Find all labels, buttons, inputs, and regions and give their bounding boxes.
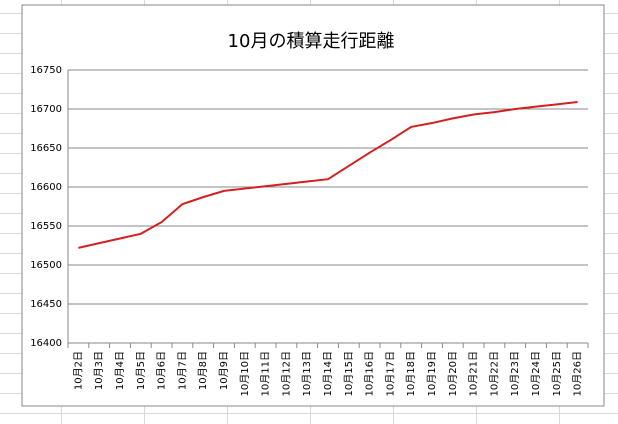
x-tick-label: 10月6日 [156,351,168,390]
x-tick-label: 10月13日 [301,351,313,396]
x-tick-label: 10月9日 [218,351,230,390]
y-tick-label: 16450 [30,299,62,310]
chart-title: 10月の積算走行距離 [228,31,395,52]
y-tick-label: 16500 [30,260,62,271]
y-tick-label: 16750 [30,65,62,76]
chart-area [21,4,605,407]
x-tick-label: 10月2日 [72,351,84,390]
y-tick-label: 16600 [30,182,62,193]
x-tick-label: 10月18日 [405,351,417,396]
x-tick-label: 10月16日 [364,351,376,396]
x-tick-label: 10月14日 [322,351,334,396]
x-tick-label: 10月24日 [530,351,542,396]
x-tick-label: 10月19日 [426,351,438,396]
x-tick-label: 10月5日 [135,351,147,390]
data-line [78,100,578,249]
x-tick-label: 10月3日 [93,351,105,390]
x-tick-label: 10月20日 [447,351,459,396]
x-tick-label: 10月17日 [384,351,396,396]
x-tick-label: 10月11日 [260,351,272,396]
x-tick-label: 10月8日 [197,351,209,390]
x-tick-label: 10月10日 [239,351,251,396]
x-tick-label: 10月12日 [280,351,292,396]
x-tick-label: 10月15日 [343,351,355,396]
x-tick-label: 10月7日 [176,351,188,390]
x-tick-label: 10月26日 [572,351,584,396]
y-tick-label: 16700 [30,104,62,115]
y-tick-label: 16400 [30,338,62,349]
x-tick-label: 10月25日 [551,351,563,396]
x-tick-label: 10月23日 [509,351,521,396]
x-tick-label: 10月4日 [114,351,126,390]
x-tick-label: 10月22日 [488,351,500,396]
y-tick-label: 16650 [30,143,62,154]
x-tick-label: 10月21日 [468,351,480,396]
y-tick-label: 16550 [30,221,62,232]
